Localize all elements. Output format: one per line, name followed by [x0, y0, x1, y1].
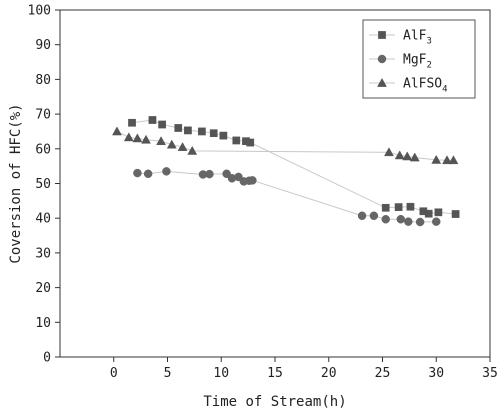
legend-marker	[377, 54, 387, 64]
x-tick-label: 20	[321, 366, 337, 381]
data-point-mgf2	[133, 168, 142, 178]
data-point-alf3	[394, 203, 403, 211]
legend: AlF3 MgF2 AlFSO4	[362, 19, 476, 99]
data-point-mgf2	[162, 167, 171, 176]
data-point-alfso4	[166, 139, 177, 149]
data-point-alfso4	[448, 155, 459, 165]
series-line-mgf2	[137, 170, 437, 223]
y-tick-label: 30	[35, 246, 51, 261]
data-point-mgf2	[248, 176, 257, 185]
y-tick-label: 60	[35, 142, 51, 157]
data-point-alf3	[406, 202, 415, 211]
data-point-alfso4	[442, 155, 452, 165]
data-point-alfso4	[123, 132, 134, 142]
x-tick-label: 15	[267, 366, 283, 381]
data-point-mgf2	[357, 211, 367, 221]
y-axis-title: Coversion of HFC(%)	[8, 103, 24, 263]
data-point-alfso4	[156, 136, 166, 146]
x-tick-label: 0	[110, 366, 118, 381]
data-point-mgf2	[432, 217, 441, 226]
data-point-alfso4	[431, 154, 442, 164]
data-point-alf3	[128, 118, 136, 127]
data-point-alfso4	[132, 133, 143, 143]
data-point-alf3	[451, 210, 460, 218]
y-tick-label: 10	[35, 316, 51, 331]
data-point-alf3	[184, 126, 192, 135]
data-point-mgf2	[396, 214, 406, 224]
y-tick-label: 40	[35, 212, 51, 227]
legend-marker	[377, 77, 387, 87]
data-point-alf3	[219, 131, 228, 140]
data-point-alf3	[198, 127, 206, 136]
x-tick-label: 30	[428, 366, 444, 381]
data-point-mgf2	[143, 169, 153, 179]
legend-label: AlF3	[403, 29, 432, 47]
data-point-alfso4	[177, 142, 188, 151]
data-point-alf3	[174, 124, 183, 132]
x-tick-label: 5	[164, 366, 172, 381]
x-tick-label: 25	[375, 366, 391, 381]
series-markers	[112, 116, 460, 227]
data-point-alfso4	[402, 151, 413, 161]
axes: 0 5 10 15 20 25 30 35 0 10 20 30 40 50 60 70 80 90 100	[28, 4, 498, 382]
y-tick-label: 80	[35, 73, 51, 88]
y-tick-label: 20	[35, 281, 51, 296]
legend-marker	[378, 31, 386, 39]
data-point-mgf2	[381, 214, 390, 224]
x-tick-label: 10	[213, 366, 229, 381]
data-point-alf3	[424, 209, 433, 218]
data-point-mgf2	[205, 169, 214, 179]
data-point-alfso4	[409, 152, 420, 162]
data-point-alf3	[232, 136, 241, 145]
legend-label: MgF2	[403, 53, 432, 71]
data-point-alf3	[381, 203, 390, 212]
y-tick-label: 90	[35, 38, 51, 53]
data-point-mgf2	[415, 217, 425, 227]
data-point-mgf2	[369, 211, 379, 221]
data-point-alf3	[148, 116, 157, 124]
y-tick-label: 50	[35, 177, 51, 192]
data-point-alfso4	[394, 150, 405, 160]
legend-label: AlFSO4	[403, 77, 448, 95]
data-point-mgf2	[404, 217, 413, 226]
series-line-alfso4	[116, 131, 454, 161]
y-tick-label: 0	[43, 351, 51, 366]
x-axis-title: Time of Stream(h)	[203, 394, 346, 410]
x-tick-label: 35	[482, 366, 498, 381]
y-tick-label: 70	[35, 108, 51, 123]
series-line-alf3	[131, 119, 456, 215]
data-point-alf3	[434, 208, 443, 217]
y-tick-label: 100	[28, 4, 51, 19]
data-point-alfso4	[187, 145, 198, 155]
data-point-alf3	[158, 120, 166, 129]
data-point-alf3	[246, 138, 255, 147]
data-point-alf3	[209, 129, 218, 138]
data-point-alfso4	[141, 134, 151, 144]
data-point-alfso4	[384, 147, 394, 157]
data-point-alfso4	[112, 126, 122, 136]
